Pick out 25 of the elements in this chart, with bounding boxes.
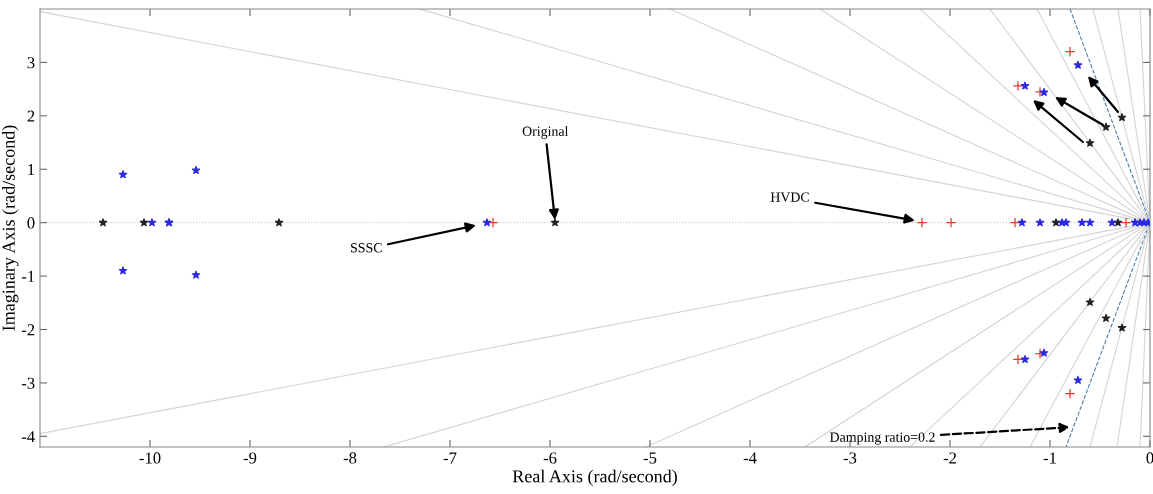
x-tick-label: -1 — [1043, 452, 1056, 464]
x-tick-label: -9 — [243, 452, 257, 464]
x-tick-label: -3 — [843, 452, 857, 464]
annotation: Original — [522, 126, 569, 139]
x-tick-label: 0 — [1146, 452, 1153, 464]
x-tick-label: -10 — [139, 452, 161, 464]
y-tick-label: -4 — [21, 431, 35, 443]
x-tick-label: -6 — [543, 452, 557, 464]
y-tick-label: 1 — [28, 164, 35, 176]
y-tick-label: 2 — [27, 110, 35, 122]
annotation: SSSC — [350, 243, 382, 253]
annotation: Damping ratio=0.2 — [830, 432, 935, 445]
y-axis-title: Imaginary Axis (rad/second) — [2, 125, 19, 331]
x-axis-title: Real Axis (rad/second) — [512, 469, 677, 487]
annotation: HVDC — [770, 192, 809, 202]
y-tick-label: 0 — [27, 217, 35, 229]
y-tick-label: -2 — [21, 324, 35, 336]
y-tick-label: -1 — [21, 270, 35, 282]
x-tick-label: -8 — [343, 452, 357, 464]
y-tick-label: -3 — [21, 377, 35, 389]
x-tick-label: -7 — [443, 452, 457, 464]
x-tick-label: -2 — [943, 452, 957, 464]
y-tick-label: 3 — [27, 57, 35, 69]
x-tick-label: -5 — [643, 452, 657, 464]
x-tick-label: -4 — [743, 452, 757, 464]
